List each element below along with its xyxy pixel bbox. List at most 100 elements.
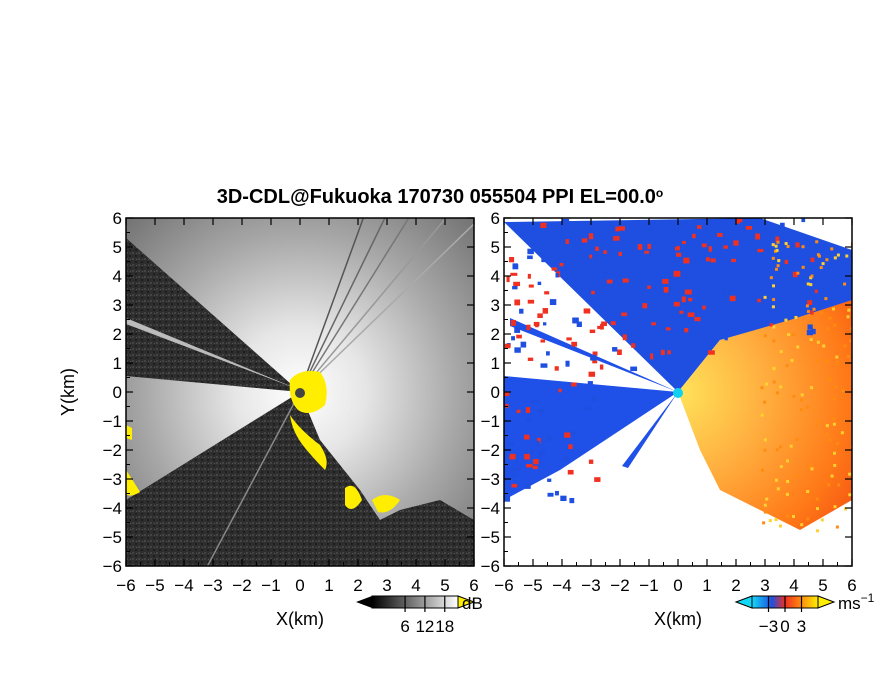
velocity-speck: [785, 492, 789, 496]
velocity-speck: [569, 497, 575, 504]
velocity-speck: [769, 323, 774, 327]
velocity-speck: [505, 403, 509, 408]
velocity-speck: [527, 273, 531, 279]
velocity-speck: [691, 327, 697, 332]
x-tick-label-right: 5: [818, 576, 827, 595]
velocity-speck: [729, 295, 736, 302]
velocity-speck: [832, 451, 836, 455]
x-tick-label-right: 4: [789, 576, 798, 595]
velocity-speck: [832, 417, 836, 421]
velocity-speck: [807, 324, 813, 330]
velocity-speck: [527, 255, 533, 260]
velocity-speck: [825, 433, 829, 437]
velocity-speck: [830, 247, 834, 251]
radar-origin-right: [673, 388, 683, 398]
x-axis-label-left: X(km): [276, 609, 324, 629]
x-tick-label-right: −3: [581, 576, 600, 595]
velocity-speck: [733, 264, 737, 268]
velocity-speck: [807, 300, 813, 305]
velocity-speck: [771, 305, 775, 309]
velocity-speck: [821, 262, 825, 266]
y-tick-label-left: 6: [113, 209, 122, 228]
tick-labels-left: −6 −5 −4 −3 −2 −1 0 1 2 3 4 5 6 −6 −5 −4 −3 −2 −1 0 1 2 3 4 5 6: [103, 209, 479, 595]
velocity-speck: [763, 334, 767, 338]
velocity-speck: [773, 249, 777, 253]
velocity-speck: [786, 244, 790, 248]
velocity-speck: [830, 474, 834, 478]
blocked-sector-upper: [126, 238, 300, 392]
velocity-speck: [784, 318, 788, 322]
velocity-speck: [663, 286, 669, 293]
velocity-speck: [526, 324, 531, 331]
velocity-speck: [757, 298, 761, 303]
tick-labels-right: −6 −5 −4 −3 −2 −1 0 1 2 3 4 5 6 −6 −5 −4 −3 −2 −1 0 1 2 3 4 5 6: [481, 209, 857, 595]
velocity-speck: [647, 243, 651, 250]
velocity-speck: [527, 248, 534, 255]
velocity-speck: [771, 284, 775, 288]
velocity-speck: [603, 250, 607, 254]
velocity-speck: [828, 438, 832, 442]
velocity-speck: [547, 492, 554, 497]
velocity-speck: [647, 285, 651, 289]
rays: [206, 218, 474, 566]
velocity-speck: [760, 386, 764, 390]
x-tick-label-right: −4: [552, 576, 571, 595]
velocity-speck: [651, 224, 657, 231]
y-tick-label-right: 5: [491, 238, 500, 257]
velocity-speck: [801, 218, 806, 223]
velocity-speck: [621, 312, 628, 317]
velocity-speck: [745, 226, 753, 230]
velocity-speck: [761, 319, 767, 325]
velocity-speck: [816, 253, 820, 257]
velocity-speck: [702, 305, 706, 310]
velocity-speck: [538, 451, 544, 458]
colorbar-velocity: ms−1 −3 0 3: [734, 591, 875, 636]
velocity-speck: [679, 310, 684, 314]
velocity-speck: [619, 226, 626, 231]
velocity-speck: [815, 240, 819, 244]
velocity-speck: [617, 349, 622, 355]
velocity-speck: [775, 448, 779, 452]
y-tick-label-left: 3: [113, 296, 122, 315]
colorbar-tick-label-intensity: 12: [415, 617, 434, 636]
velocity-speck: [681, 296, 686, 303]
velocity-speck: [660, 337, 668, 343]
velocity-speck: [800, 408, 804, 412]
velocity-speck: [571, 382, 577, 387]
velocity-speck: [665, 293, 670, 299]
overflow-regions: [126, 371, 400, 513]
velocity-speck: [546, 351, 550, 356]
velocity-speck: [688, 297, 693, 302]
velocity-speck: [816, 419, 820, 423]
velocity-speck: [843, 507, 847, 511]
velocity-speck: [515, 467, 520, 472]
velocity-speck: [525, 407, 531, 413]
x-tick-label-right: −6: [494, 576, 513, 595]
velocity-speck: [567, 469, 574, 475]
velocity-speck: [774, 478, 778, 482]
velocity-speck: [761, 468, 765, 472]
velocity-speck: [687, 312, 695, 318]
x-tick-label-left: 2: [353, 576, 362, 595]
ray-line: [299, 218, 410, 393]
velocity-speck: [682, 278, 689, 284]
velocity-speck: [731, 258, 736, 263]
velocity-speck: [771, 243, 775, 247]
velocity-speck: [588, 233, 594, 240]
velocity-speck: [620, 318, 626, 323]
velocity-speck: [763, 448, 767, 452]
velocity-speck: [524, 483, 531, 489]
velocity-speck: [835, 355, 839, 359]
velocity-speck: [677, 288, 682, 294]
x-tick-label-left: 5: [440, 576, 449, 595]
y-tick-label-left: −6: [103, 557, 122, 576]
velocity-speck: [510, 474, 517, 478]
velocity-speck: [810, 328, 816, 335]
y-tick-label-left: −2: [103, 441, 122, 460]
velocity-speck: [849, 339, 852, 343]
velocity-speck: [684, 289, 692, 295]
velocity-speck: [542, 308, 549, 314]
y-tick-label-left: 2: [113, 325, 122, 344]
y-tick-label-left: 1: [113, 354, 122, 373]
velocity-speck: [800, 523, 804, 527]
